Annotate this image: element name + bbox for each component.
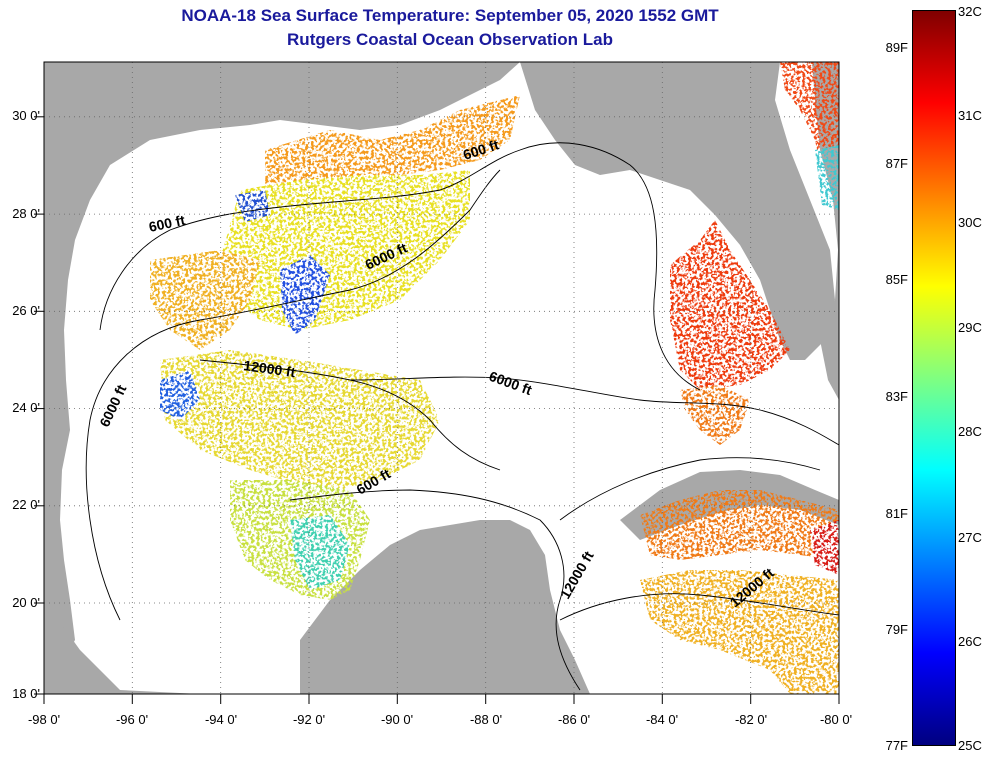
sst-patch-cool-spot [290, 515, 350, 590]
colorbar-fahrenheit-label: 81F [885, 506, 908, 521]
x-tick-label: -80 0' [819, 712, 853, 727]
contour-12000ft [199, 359, 501, 471]
colorbar-celsius-label: 32C [958, 4, 982, 19]
x-tick-label: -88 0' [469, 712, 503, 727]
map-subtitle: Rutgers Coastal Ocean Observation Lab [287, 30, 613, 49]
colorbar-celsius-label: 25C [958, 738, 982, 753]
x-tick-label: -96 0' [115, 712, 149, 727]
colorbar-fahrenheit-label: 87F [885, 156, 908, 171]
sst-patch-blue-spot-3 [235, 190, 270, 222]
map-border [43, 61, 840, 695]
colorbar-fahrenheit-label: 83F [885, 389, 908, 404]
colorbar-fahrenheit-label: 89F [885, 40, 908, 55]
colorbar-celsius-label: 27C [958, 530, 982, 545]
y-tick-label: 28 0' [12, 206, 40, 221]
land-florida [520, 62, 835, 360]
y-tick-label: 18 0' [12, 686, 40, 701]
colorbar-celsius-label: 30C [958, 215, 982, 230]
x-tick-label: -94 0' [204, 712, 238, 727]
sst-patch-blue-streak-1 [280, 255, 330, 335]
contour-600ft-yucatan [289, 489, 581, 691]
y-tick-label: 20 0' [12, 595, 40, 610]
axis-ticks [34, 116, 840, 704]
y-tick-label: 26 0' [12, 303, 40, 318]
sst-patch-southeast-red [810, 520, 839, 575]
x-tick-label: -84 0' [645, 712, 679, 727]
contour-6000ft-east [349, 376, 839, 446]
land-yucatan [300, 520, 590, 694]
colorbar-fahrenheit-label: 79F [885, 622, 908, 637]
x-tick-label: -98 0' [27, 712, 61, 727]
sst-patch-east-cool [815, 145, 839, 210]
sst-patch-florida-orange [680, 385, 750, 445]
y-tick-label: 24 0' [12, 400, 40, 415]
temperature-colorbar [912, 10, 956, 746]
contour-label: 600 ft [147, 212, 186, 235]
colorbar-fahrenheit-label: 77F [885, 738, 908, 753]
land-texas-louisiana [44, 62, 520, 694]
graticule [44, 62, 839, 694]
contour-6000ft-west [85, 169, 501, 621]
x-tick-label: -86 0' [557, 712, 591, 727]
sst-patch-cuba-north [640, 490, 839, 560]
bathymetry-contours [85, 142, 839, 691]
y-tick-label: 22 0' [12, 497, 40, 512]
colorbar-celsius-label: 28C [958, 424, 982, 439]
colorbar-celsius-label: 29C [958, 320, 982, 335]
sst-patch-north-gulf [265, 95, 520, 195]
contour-600ft-north [99, 142, 701, 391]
sst-patch-florida-warm [670, 220, 790, 390]
colorbar-fahrenheit-label: 85F [885, 272, 908, 287]
x-tick-label: -82 0' [734, 712, 768, 727]
sst-patch-blue-streak-2 [160, 370, 200, 420]
colorbar-celsius-label: 26C [958, 634, 982, 649]
contour-cuba-channel [559, 457, 821, 521]
map-title: NOAA-18 Sea Surface Temperature: Septemb… [181, 6, 719, 25]
contour-label: 12000 ft [243, 357, 297, 380]
y-tick-label: 30 0' [12, 108, 40, 123]
x-tick-label: -90 0' [380, 712, 414, 727]
land-mexico-south [44, 600, 200, 694]
contour-12000ft-south [559, 593, 839, 621]
x-tick-label: -92 0' [292, 712, 326, 727]
colorbar-celsius-label: 31C [958, 108, 982, 123]
sst-patch-south-east [640, 570, 839, 694]
